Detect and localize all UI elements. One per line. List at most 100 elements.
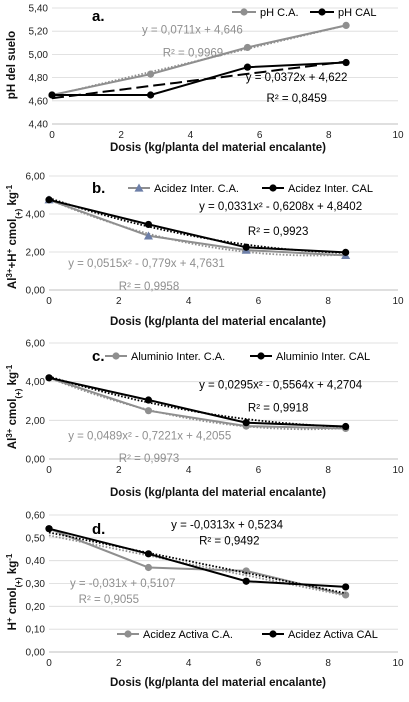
legend-swatch-marker [112,352,120,360]
data-point [243,63,252,71]
panel-d-plot: 0,00 0,10 0,20 0,30 0,40 0,50 0,60 0 2 4 6 8 10 Acide… [26,511,404,670]
legend-entry: Acidez Inter. C.A. [128,183,239,195]
legend-swatch-marker [318,8,326,16]
data-point [242,567,250,575]
x-tick-label: 6 [257,130,263,141]
data-point [147,70,155,78]
y-tick-label: 5,00 [29,50,49,61]
series-line [51,24,347,96]
panel-a-x-axis-title: Dosis (kg/planta del material encalante) [110,142,326,154]
x-tick-label: 8 [325,465,331,476]
legend-label: Acidez Activa CAL [288,629,378,641]
legend-swatch-marker [240,8,248,16]
x-tick-label: 0 [46,296,52,307]
data-point [144,563,153,572]
data-point [144,396,153,404]
legend-label: Aluminio Inter. C.A. [131,351,225,363]
y-tick-label: 4,80 [29,73,49,84]
data-point [242,243,250,251]
y-tick-label: 0,30 [26,579,46,590]
data-point [144,220,153,229]
panel-b: b. Dosis (kg/planta del material encalan… [5,172,404,329]
panel-b-plot: 0,00 2,00 4,00 6,00 0 2 4 6 8 10 Acidez Inter. C.A… [26,172,404,308]
x-tick-label: 2 [116,465,122,476]
panel-c: c. Dosis (kg/planta del material encalan… [5,339,404,500]
series-1 [48,58,350,100]
data-point [144,407,153,415]
equation-label: R² = 0,8459 [267,93,327,105]
legend-entry: pH CAL [310,7,377,19]
panel-d-x-axis-title: Dosis (kg/planta del material encalante) [110,677,326,689]
data-point [342,248,350,256]
x-tick-label: 4 [188,130,194,141]
trendline [48,534,346,597]
equation-label: y = 0,0295x² - 0,5564x + 4,2704 [199,379,363,391]
y-tick-label: 0,50 [26,533,46,544]
x-tick-label: 10 [392,465,404,476]
data-point [144,550,153,558]
legend-label: pH C.A. [260,7,299,19]
y-tick-label: 6,00 [26,172,46,183]
y-tick-label: 5,40 [29,4,49,15]
x-tick-label: 6 [256,296,262,307]
legend-label: Acidez Inter. CAL [288,183,373,195]
data-point [342,21,350,29]
legend-swatch-marker [124,630,132,638]
data-point [45,374,53,382]
panel-a-plot: 4,40 4,60 4,80 5,00 5,20 5,40 0 2 4 6 8 10 pH C.A. pH… [29,4,404,142]
y-tick-label: 2,00 [26,248,46,259]
trendline [51,60,347,100]
x-tick-label: 2 [116,296,122,307]
x-tick-label: 10 [392,658,404,669]
panel-c-letter: c. [92,348,105,365]
legend-label: Acidez Inter. C.A. [154,183,239,195]
legend-entry: Acidez Activa C.A. [117,629,233,641]
y-tick-label: 5,20 [29,27,49,38]
legend-entry: Aluminio Inter. CAL [250,351,370,363]
data-point [242,419,250,427]
panel-c-y-axis-title: Al3+ cmol(+) kg-1 [5,364,23,449]
x-tick-label: 2 [118,130,124,141]
data-point [48,91,56,99]
x-tick-label: 8 [325,296,331,307]
data-point [242,577,250,585]
x-tick-label: 4 [186,465,192,476]
x-tick-label: 10 [392,296,404,307]
data-point [243,43,252,52]
equation-label: y = -0,0313x + 0,5234 [171,520,283,532]
legend-swatch-marker [257,352,265,360]
x-tick-label: 4 [186,658,192,669]
panel-c-x-axis-title: Dosis (kg/planta del material encalante) [110,487,326,499]
y-tick-label: 6,00 [26,339,46,350]
data-point [143,231,153,240]
x-tick-label: 8 [325,658,331,669]
equation-label: y = 0,0489x² - 0,7221x + 4,2055 [68,431,231,443]
series-1 [45,525,350,595]
x-tick-label: 2 [116,658,122,669]
equation-label: R² = 0,9492 [199,536,259,548]
panel-a-y-axis-title: pH del suelo [6,31,18,99]
equation-label: y = 0,0331x² - 0,6208x + 4,8402 [199,201,362,213]
series-1 [45,196,350,256]
equation-label: R² = 0,9958 [119,281,179,293]
x-tick-label: 10 [392,130,404,141]
y-tick-label: 2,00 [26,416,46,427]
legend-entry: Aluminio Inter. C.A. [105,351,225,363]
legend-entry: pH C.A. [232,7,299,19]
series-line [48,527,346,588]
y-tick-label: 0,00 [26,286,46,297]
x-tick-label: 4 [186,296,192,307]
panel-d: d. Dosis (kg/planta del material encalan… [5,511,404,690]
y-tick-label: 0,40 [26,556,46,567]
equation-label: R² = 0,9973 [119,453,179,465]
data-point [342,422,350,431]
x-tick-label: 0 [49,130,55,141]
data-point [147,91,155,99]
data-point [45,196,53,204]
y-tick-label: 0,10 [26,625,46,636]
series-line [48,376,346,430]
y-tick-label: 4,00 [26,377,46,388]
series-line [48,198,346,254]
equation-label: y = 0,0711x + 4,646 [142,25,243,37]
